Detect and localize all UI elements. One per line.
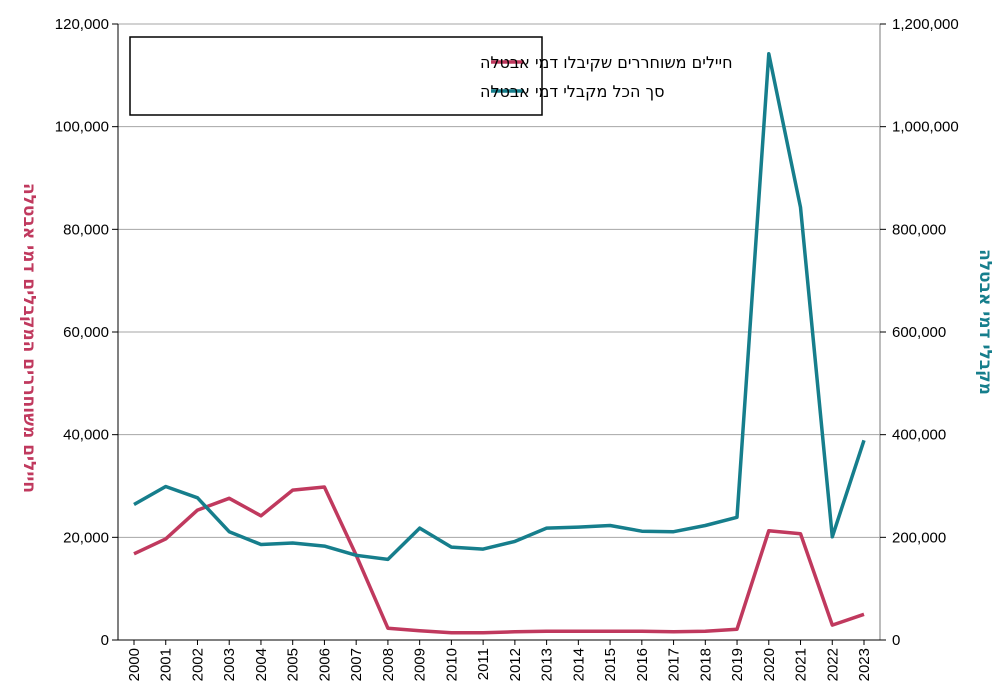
- left-tick-label: 100,000: [55, 119, 109, 136]
- series-lines: [133, 52, 866, 635]
- x-tick-label: 2014: [570, 648, 587, 681]
- x-tick-label: 2003: [221, 648, 238, 681]
- x-tick-label: 2000: [126, 648, 143, 681]
- x-tick-label: 2005: [285, 648, 302, 681]
- right-axis-ticks: 0 200,000 400,000 600,000 800,000 1,000,000 1,…: [880, 16, 959, 649]
- legend-label-total: סך הכל מקבלי דמי אבטלה: [480, 82, 665, 101]
- x-tick-label: 2021: [793, 648, 810, 681]
- right-tick-label: 800,000: [892, 221, 946, 238]
- x-tick-label: 2022: [824, 648, 841, 681]
- x-tick-label: 2001: [158, 648, 175, 681]
- x-tick-label: 2007: [348, 648, 365, 681]
- right-tick-label: 1,000,000: [892, 119, 959, 136]
- right-tick-label: 200,000: [892, 529, 946, 546]
- left-tick-label: 80,000: [63, 221, 109, 238]
- right-axis-title: מקבלי דמי אבטלה: [975, 249, 995, 395]
- left-axis-title: חיילים משוחררים המקבלים דמי אבטלה: [19, 183, 39, 493]
- x-tick-label: 2009: [412, 648, 429, 681]
- x-axis-ticks: 2000 2001 2002 2003 2004 2005 2006 2007 2008 2009…: [126, 640, 873, 681]
- gridlines: [118, 23, 880, 538]
- series-line-total: [133, 52, 866, 562]
- legend-label-veterans: חיילים משוחררים שקיבלו דמי אבטלה: [480, 53, 733, 72]
- legend: חיילים משוחררים שקיבלו דמי אבטלה סך הכל …: [129, 36, 733, 116]
- left-axis-ticks: 0 20,000 40,000 60,000 80,000 100,000 120,000: [55, 16, 118, 649]
- left-tick-label: 120,000: [55, 16, 109, 33]
- right-tick-label: 0: [892, 632, 900, 649]
- x-tick-label: 2002: [189, 648, 206, 681]
- x-tick-label: 2012: [507, 648, 524, 681]
- x-tick-label: 2006: [316, 648, 333, 681]
- legend-box: [129, 36, 543, 116]
- left-tick-label: 20,000: [63, 529, 109, 546]
- x-tick-label: 2004: [253, 648, 270, 681]
- right-tick-label: 400,000: [892, 427, 946, 444]
- x-tick-label: 2020: [761, 648, 778, 681]
- x-tick-label: 2017: [666, 648, 683, 681]
- x-tick-label: 2011: [475, 648, 492, 680]
- right-tick-label: 1,200,000: [892, 16, 959, 33]
- x-tick-label: 2019: [729, 648, 746, 681]
- x-tick-label: 2018: [697, 648, 714, 681]
- left-tick-label: 40,000: [63, 427, 109, 444]
- x-tick-label: 2010: [443, 648, 460, 681]
- right-tick-label: 600,000: [892, 324, 946, 341]
- left-tick-label: 60,000: [63, 324, 109, 341]
- x-tick-label: 2013: [539, 648, 556, 681]
- x-tick-label: 2015: [602, 648, 619, 681]
- x-tick-label: 2016: [634, 648, 651, 681]
- left-tick-label: 0: [101, 632, 109, 649]
- x-tick-label: 2023: [856, 648, 873, 681]
- series-line-veterans: [133, 485, 865, 635]
- x-tick-label: 2008: [380, 648, 397, 681]
